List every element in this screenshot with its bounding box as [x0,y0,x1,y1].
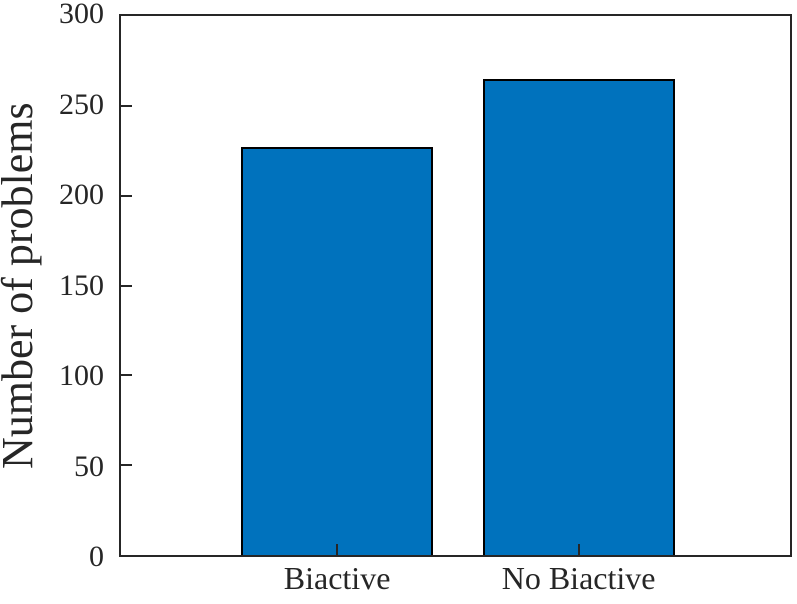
y-tick-label-100: 100 [59,359,104,392]
y-axis-tick-labels: 0 50 100 150 200 250 300 [0,0,104,572]
bar-biactive [241,147,434,555]
x-tick-label-biactive: Biactive [283,560,391,596]
y-tick-mark-200 [121,194,132,197]
y-tick-mark-50 [121,464,132,467]
y-tick-mark-150 [121,284,132,287]
x-tick-label-no-biactive: No Biactive [501,560,656,596]
y-tick-label-0: 0 [89,540,104,573]
y-tick-label-300: 300 [59,0,104,30]
y-tick-label-150: 150 [59,268,104,302]
y-tick-mark-250 [121,104,132,107]
y-tick-label-50: 50 [74,449,104,483]
x-tick-mark-no-biactive [577,544,580,555]
x-axis-tick-labels: Biactive No Biactive [121,560,790,602]
bar-no-biactive [482,78,675,555]
y-tick-mark-100 [121,374,132,377]
x-tick-mark-biactive [336,544,339,555]
y-tick-label-250: 250 [59,87,104,121]
plot-area [119,14,792,557]
y-tick-label-200: 200 [59,178,104,211]
